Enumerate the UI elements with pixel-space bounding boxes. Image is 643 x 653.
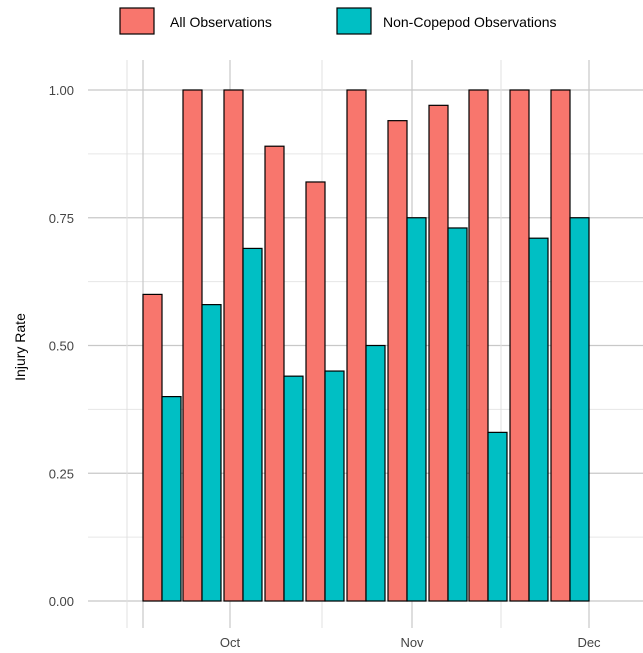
bar-non-copepod-1 xyxy=(161,396,182,602)
bar-non-copepod-11 xyxy=(569,217,590,602)
x-tick-label: Nov xyxy=(400,635,424,650)
y-tick-label: 0.75 xyxy=(49,211,74,226)
bar-all-1 xyxy=(142,293,163,602)
y-tick-label: 0.50 xyxy=(49,339,74,354)
y-tick-label: 1.00 xyxy=(49,83,74,98)
bar-all-8 xyxy=(428,104,449,602)
bar-non-copepod-2 xyxy=(201,304,222,602)
y-tick-label: 0.25 xyxy=(49,466,74,481)
legend: All Observations Non-Copepod Observation… xyxy=(119,7,557,35)
bar-non-copepod-6 xyxy=(365,344,386,602)
y-axis-ticks: 0.00 0.25 0.50 0.75 1.00 xyxy=(49,83,74,609)
bar-non-copepod-7 xyxy=(406,217,427,602)
legend-label-non-copepod-observations: Non-Copepod Observations xyxy=(383,14,557,30)
x-tick-label: Oct xyxy=(220,635,241,650)
bar-all-4 xyxy=(264,145,285,602)
y-tick-label: 0.00 xyxy=(49,594,74,609)
legend-swatch-non-copepod-observations xyxy=(336,7,372,35)
bar-all-7 xyxy=(387,120,408,602)
bar-non-copepod-8 xyxy=(447,227,468,602)
x-tick-label: Dec xyxy=(577,635,601,650)
bar-non-copepod-9 xyxy=(487,431,508,602)
bar-non-copepod-5 xyxy=(324,370,345,602)
legend-label-all-observations: All Observations xyxy=(170,14,272,30)
bar-non-copepod-3 xyxy=(242,247,263,602)
bar-all-11 xyxy=(550,89,571,602)
bar-all-2 xyxy=(182,89,203,602)
bar-non-copepod-4 xyxy=(283,375,304,602)
bar-all-6 xyxy=(346,89,367,602)
bars xyxy=(142,89,590,602)
bar-all-10 xyxy=(509,89,530,602)
x-axis-ticks: Oct Nov Dec xyxy=(220,635,601,650)
bar-all-9 xyxy=(468,89,489,602)
bar-all-3 xyxy=(223,89,244,602)
bar-all-5 xyxy=(305,181,326,602)
y-axis-title: Injury Rate xyxy=(12,313,28,381)
legend-swatch-all-observations xyxy=(119,7,155,35)
bar-non-copepod-10 xyxy=(528,237,549,602)
